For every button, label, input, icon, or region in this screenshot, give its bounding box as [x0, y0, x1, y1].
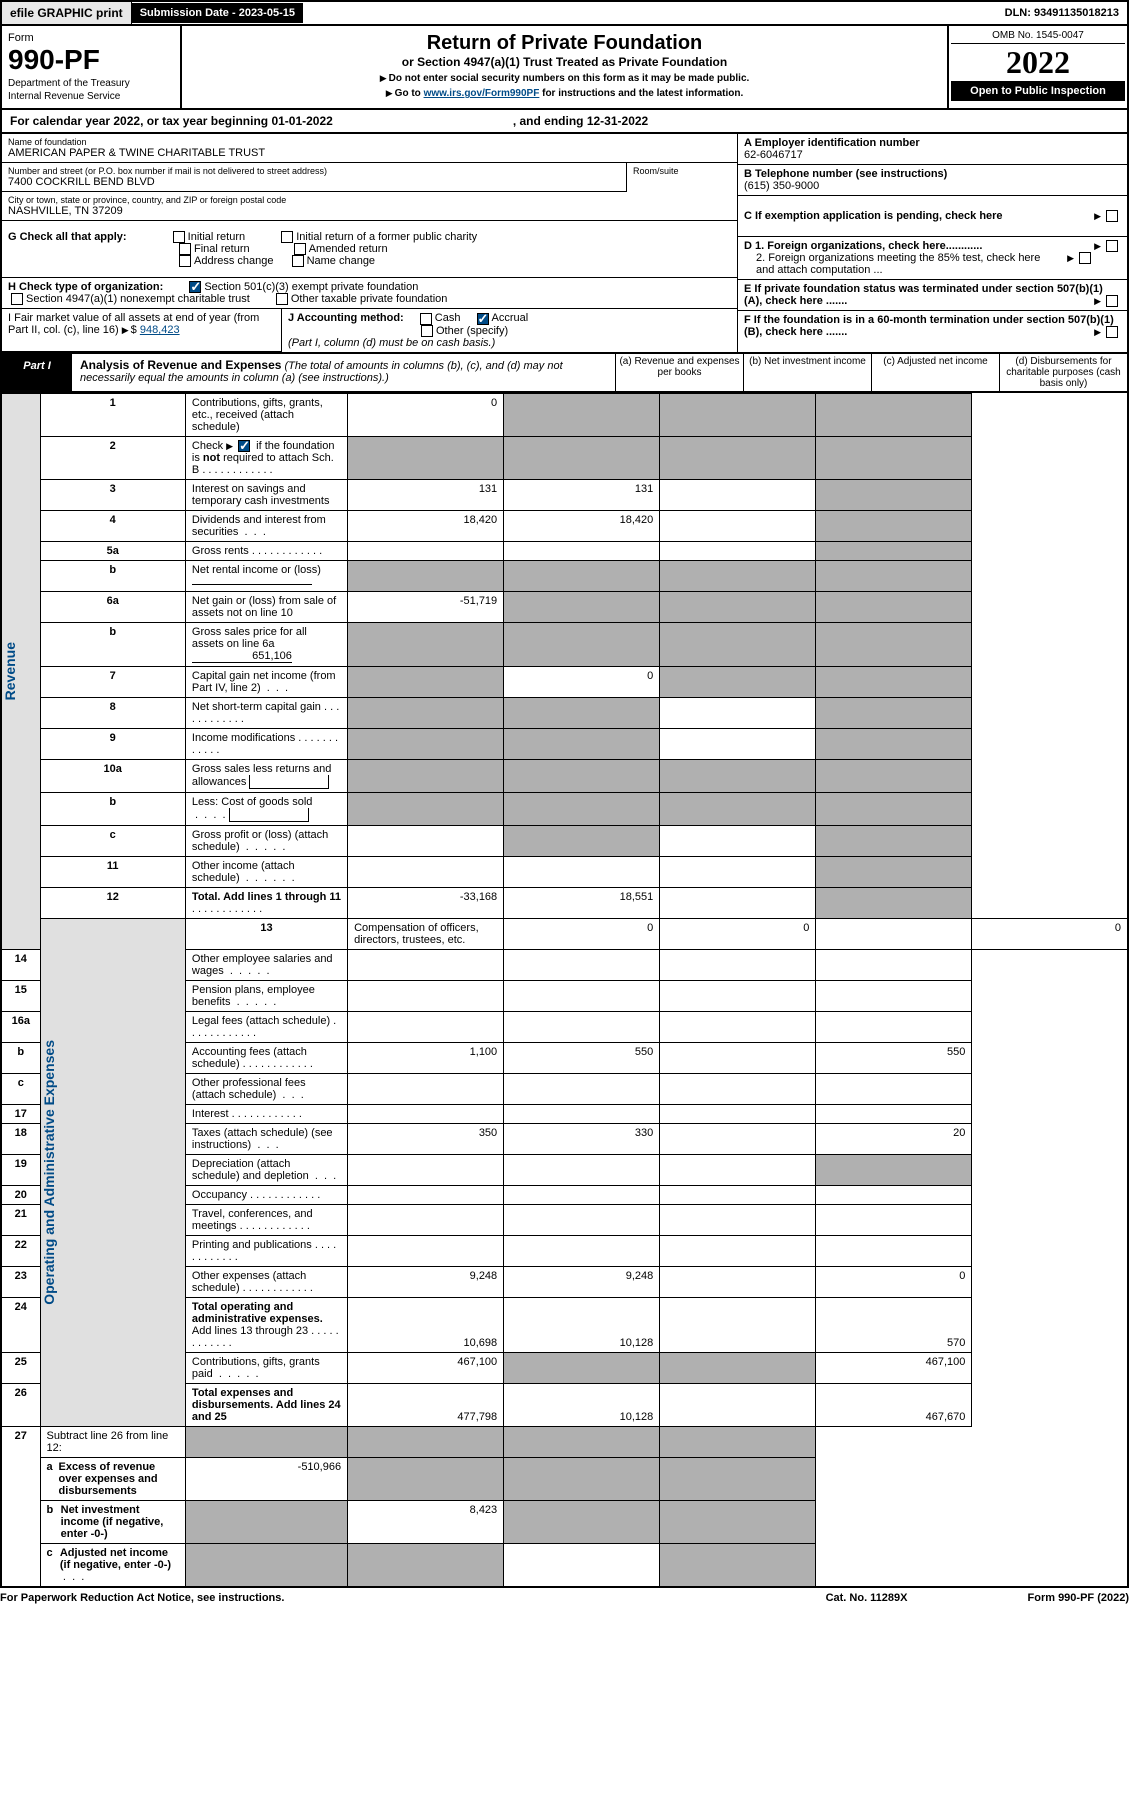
table-row: 5aGross rents — [1, 541, 1128, 560]
table-row: 27Subtract line 26 from line 12: — [1, 1426, 1128, 1457]
cb-e[interactable] — [1106, 295, 1118, 307]
cb-501c3[interactable] — [189, 281, 201, 293]
cb-name-chg[interactable] — [292, 255, 304, 267]
table-row: Operating and Administrative Expenses 13… — [1, 918, 1128, 949]
irs: Internal Revenue Service — [8, 91, 174, 102]
table-row: bNet rental income or (loss) — [1, 560, 1128, 591]
addr-label: Number and street (or P.O. box number if… — [8, 166, 620, 176]
cb-cash[interactable] — [420, 313, 432, 325]
form-header: Form 990-PF Department of the Treasury I… — [0, 26, 1129, 110]
i-label: I Fair market value of all assets at end… — [8, 312, 259, 336]
table-row: cAdjusted net income (if negative, enter… — [1, 1543, 1128, 1587]
phone: (615) 350-9000 — [744, 180, 1121, 192]
part1-table: Revenue 1Contributions, gifts, grants, e… — [0, 393, 1129, 1588]
efile-btn[interactable]: efile GRAPHIC print — [2, 2, 132, 24]
table-row: cGross profit or (loss) (attach schedule… — [1, 825, 1128, 856]
col-d: (d) Disbursements for charitable purpose… — [999, 354, 1127, 391]
table-row: bLess: Cost of goods sold . . . . — [1, 792, 1128, 825]
f-label: F If the foundation is in a 60-month ter… — [744, 314, 1114, 338]
cb-initial[interactable] — [173, 231, 185, 243]
submission-date: Submission Date - 2023-05-15 — [132, 3, 303, 23]
cb-d1[interactable] — [1106, 240, 1118, 252]
table-row: 6aNet gain or (loss) from sale of assets… — [1, 591, 1128, 622]
form-ref: Form 990-PF (2022) — [1028, 1592, 1129, 1604]
part1-title: Analysis of Revenue and Expenses — [80, 358, 281, 372]
table-row: bGross sales price for all assets on lin… — [1, 622, 1128, 666]
cb-f[interactable] — [1106, 326, 1118, 338]
name-label: Name of foundation — [8, 137, 731, 147]
table-row: 8Net short-term capital gain — [1, 697, 1128, 728]
col-b: (b) Net investment income — [743, 354, 871, 391]
c-label: C If exemption application is pending, c… — [744, 210, 1003, 222]
dept: Department of the Treasury — [8, 78, 174, 89]
d1-label: D 1. Foreign organizations, check here..… — [744, 240, 982, 252]
cb-c[interactable] — [1106, 210, 1118, 222]
table-row: 7Capital gain net income (from Part IV, … — [1, 666, 1128, 697]
table-row: bNet investment income (if negative, ent… — [1, 1500, 1128, 1543]
city-label: City or town, state or province, country… — [8, 195, 731, 205]
entity-info: Name of foundationAMERICAN PAPER & TWINE… — [0, 134, 1129, 354]
room-label: Room/suite — [633, 166, 731, 176]
g-label: G Check all that apply: — [8, 231, 127, 243]
cb-other-tax[interactable] — [276, 293, 288, 305]
table-row: 2Check if the foundation is not required… — [1, 436, 1128, 479]
paperwork-notice: For Paperwork Reduction Act Notice, see … — [0, 1592, 284, 1604]
address: 7400 COCKRILL BEND BLVD — [8, 176, 620, 188]
ein-label: A Employer identification number — [744, 137, 920, 149]
form-link[interactable]: www.irs.gov/Form990PF — [424, 88, 540, 99]
foundation-name: AMERICAN PAPER & TWINE CHARITABLE TRUST — [8, 147, 731, 159]
d2-label: 2. Foreign organizations meeting the 85%… — [744, 252, 1044, 276]
instr1: Do not enter social security numbers on … — [188, 73, 941, 84]
e-label: E If private foundation status was termi… — [744, 283, 1103, 307]
part1-header: Part I Analysis of Revenue and Expenses … — [0, 354, 1129, 393]
expenses-side: Operating and Administrative Expenses — [41, 1040, 57, 1305]
table-row: Revenue 1Contributions, gifts, grants, e… — [1, 393, 1128, 436]
cb-other-acct[interactable] — [421, 325, 433, 337]
table-row: 12Total. Add lines 1 through 11-33,16818… — [1, 887, 1128, 918]
table-row: 10aGross sales less returns and allowanc… — [1, 759, 1128, 792]
instr2: Go to www.irs.gov/Form990PF for instruct… — [188, 88, 941, 99]
j-note: (Part I, column (d) must be on cash basi… — [288, 337, 495, 349]
form-subtitle: or Section 4947(a)(1) Trust Treated as P… — [188, 55, 941, 69]
cb-addr-chg[interactable] — [179, 255, 191, 267]
footer: For Paperwork Reduction Act Notice, see … — [0, 1588, 1129, 1608]
table-row: 4Dividends and interest from securities … — [1, 510, 1128, 541]
table-row: 11Other income (attach schedule) . . . .… — [1, 856, 1128, 887]
table-row: 3Interest on savings and temporary cash … — [1, 479, 1128, 510]
cat-no: Cat. No. 11289X — [826, 1592, 908, 1604]
col-c: (c) Adjusted net income — [871, 354, 999, 391]
open-public: Open to Public Inspection — [951, 81, 1125, 101]
form-number: 990-PF — [8, 44, 174, 76]
cb-4947[interactable] — [11, 293, 23, 305]
revenue-side: Revenue — [2, 642, 18, 700]
city: NASHVILLE, TN 37209 — [8, 205, 731, 217]
cb-schb[interactable] — [238, 440, 250, 452]
fmv: 948,423 — [140, 324, 180, 336]
cb-initial-former[interactable] — [281, 231, 293, 243]
j-label: J Accounting method: — [288, 312, 404, 324]
tax-year: 2022 — [951, 44, 1125, 81]
h-label: H Check type of organization: — [8, 281, 163, 293]
dln: DLN: 93491135018213 — [997, 3, 1127, 23]
cb-amended[interactable] — [294, 243, 306, 255]
omb: OMB No. 1545-0047 — [951, 28, 1125, 44]
table-row: aExcess of revenue over expenses and dis… — [1, 1457, 1128, 1500]
cb-final[interactable] — [179, 243, 191, 255]
cb-d2[interactable] — [1079, 252, 1091, 264]
calendar-year: For calendar year 2022, or tax year begi… — [0, 110, 1129, 134]
part1-label: Part I — [2, 354, 72, 391]
form-label: Form — [8, 32, 174, 44]
col-a: (a) Revenue and expenses per books — [615, 354, 743, 391]
cb-accrual[interactable] — [477, 313, 489, 325]
form-title: Return of Private Foundation — [188, 32, 941, 55]
tel-label: B Telephone number (see instructions) — [744, 168, 947, 180]
top-header: efile GRAPHIC print Submission Date - 20… — [0, 0, 1129, 26]
ein: 62-6046717 — [744, 149, 1121, 161]
table-row: 9Income modifications — [1, 728, 1128, 759]
